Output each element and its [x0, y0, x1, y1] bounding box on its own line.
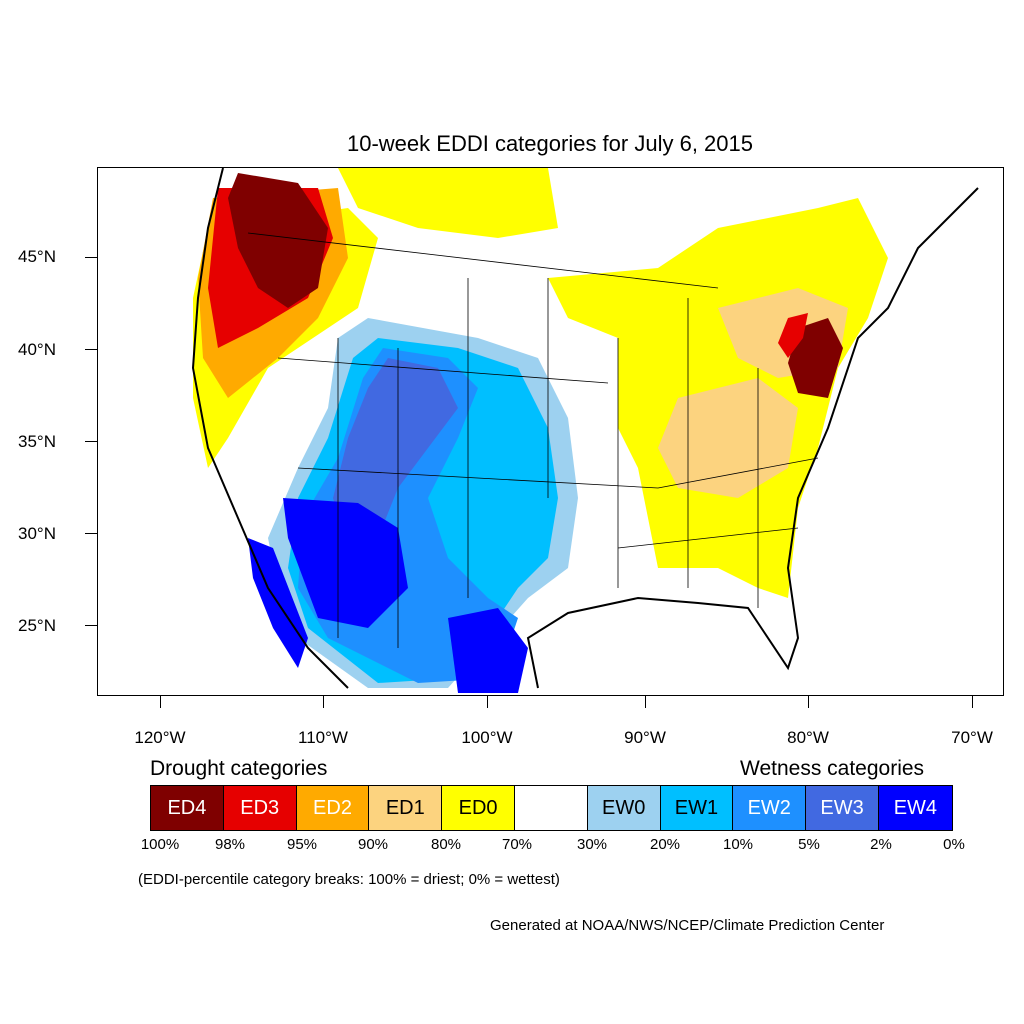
break-label: 95% — [286, 836, 318, 853]
legend-ew2: EW2 — [733, 786, 807, 830]
lon-label-90: 90°W — [624, 728, 666, 747]
wetness-categories-heading: Wetness categories — [740, 757, 925, 780]
legend-none — [514, 786, 588, 830]
lon-tick-120 — [160, 696, 161, 708]
map-panel — [97, 167, 1004, 696]
lon-label-120: 120°W — [134, 728, 186, 747]
lat-tick-25 — [85, 625, 97, 626]
legend-ew1: EW1 — [660, 786, 734, 830]
legend-ed1: ED1 — [369, 786, 443, 830]
break-label: 100% — [140, 836, 180, 853]
coastline — [191, 168, 979, 689]
break-label: 30% — [576, 836, 608, 853]
break-label: 2% — [870, 836, 892, 853]
ed4-northwest — [228, 173, 328, 308]
legend-ed2: ED2 — [296, 786, 370, 830]
credit-line: Generated at NOAA/NWS/NCEP/Climate Predi… — [490, 917, 885, 934]
lon-label-100: 100°W — [461, 728, 513, 747]
lon-label-110: 110°W — [298, 728, 348, 747]
lon-tick-110 — [323, 696, 324, 708]
lon-tick-70 — [972, 696, 973, 708]
lat-tick-35 — [85, 441, 97, 442]
legend-ew3: EW3 — [806, 786, 879, 830]
break-label: 90% — [357, 836, 389, 853]
break-label: 0% — [943, 836, 965, 853]
lat-tick-40 — [85, 349, 97, 350]
lat-tick-45 — [85, 257, 97, 258]
break-label: 20% — [649, 836, 681, 853]
legend-ew4: EW4 — [878, 786, 952, 830]
legend-ew0: EW0 — [587, 786, 661, 830]
legend-ed0: ED0 — [442, 786, 515, 830]
lon-tick-90 — [645, 696, 646, 708]
lat-label-35: 35°N — [18, 432, 56, 451]
state-borders — [247, 232, 819, 648]
map-title: 10-week EDDI categories for July 6, 2015 — [347, 131, 753, 156]
ew4-southwest — [283, 498, 408, 628]
category-legend: ED4 ED3 ED2 ED1 ED0 EW0 EW1 EW2 EW3 EW4 — [150, 785, 953, 831]
lon-label-70: 70°W — [951, 728, 993, 747]
break-label: 70% — [501, 836, 533, 853]
lat-label-30: 30°N — [18, 524, 56, 543]
lat-tick-30 — [85, 533, 97, 534]
drought-categories-heading: Drought categories — [150, 757, 328, 780]
ew4-south-texas — [448, 608, 528, 693]
lon-tick-100 — [487, 696, 488, 708]
break-label: 98% — [214, 836, 246, 853]
break-label: 10% — [722, 836, 754, 853]
ew3-region — [333, 358, 458, 548]
lon-label-80: 80°W — [787, 728, 829, 747]
ed3-northeast — [778, 313, 808, 358]
eddi-map — [191, 168, 979, 693]
ed0-great-plains-north — [338, 168, 558, 238]
lat-label-25: 25°N — [18, 616, 56, 635]
breaks-note: (EDDI-percentile category breaks: 100% =… — [138, 871, 560, 888]
legend-ed4: ED4 — [151, 786, 224, 830]
lon-tick-80 — [808, 696, 809, 708]
break-label: 5% — [798, 836, 820, 853]
lat-label-40: 40°N — [18, 340, 56, 359]
lat-label-45: 45°N — [18, 247, 56, 266]
legend-ed3: ED3 — [223, 786, 297, 830]
break-label: 80% — [430, 836, 462, 853]
